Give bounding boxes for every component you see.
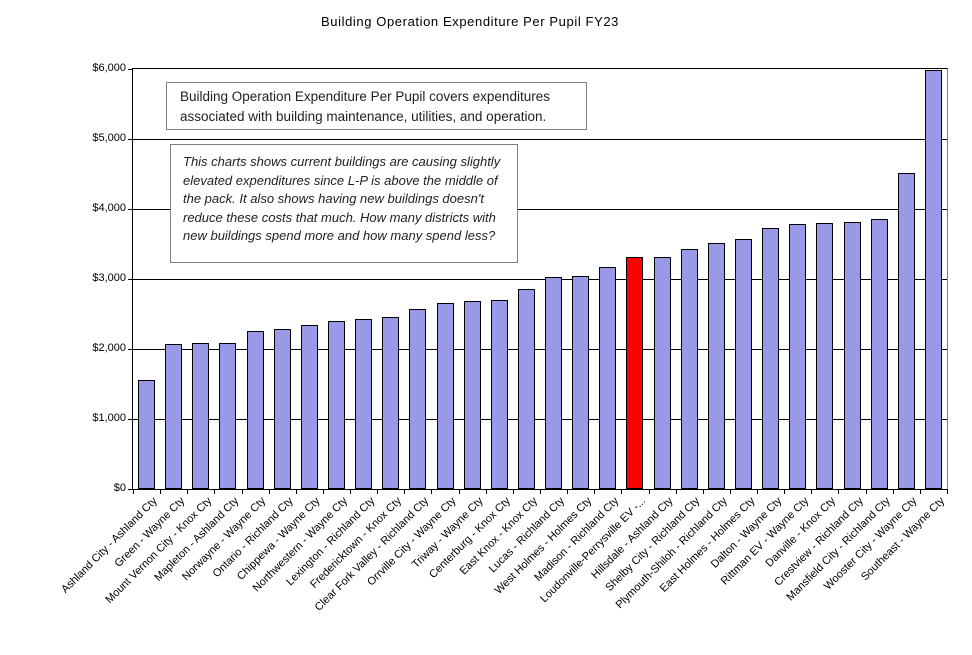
plot-area <box>128 68 948 494</box>
bar <box>572 276 590 489</box>
bar <box>816 223 834 489</box>
bar-highlighted <box>626 257 644 489</box>
x-axis-tick <box>675 489 677 494</box>
bar <box>138 380 156 489</box>
x-axis-tick <box>648 489 650 494</box>
bar <box>680 249 698 489</box>
x-axis-tick <box>485 489 487 494</box>
x-axis-tick <box>512 489 514 494</box>
chart-title: Building Operation Expenditure Per Pupil… <box>321 14 619 29</box>
bar <box>843 222 861 489</box>
bar <box>707 243 725 489</box>
x-axis-tick <box>702 489 704 494</box>
x-axis-tick <box>784 489 786 494</box>
x-axis-tick <box>594 489 596 494</box>
y-axis-tick <box>128 139 133 140</box>
y-axis-tick-label: $2,000 <box>92 342 126 354</box>
bar <box>517 289 535 489</box>
bar <box>409 309 427 489</box>
y-axis-tick <box>128 419 133 420</box>
y-axis-tick <box>128 349 133 350</box>
y-axis-tick-label: $3,000 <box>92 272 126 284</box>
y-axis-tick <box>128 69 133 70</box>
x-axis-tick <box>567 489 569 494</box>
x-axis-tick <box>892 489 894 494</box>
x-axis-tick <box>160 489 162 494</box>
x-axis-tick <box>268 489 270 494</box>
bar <box>870 219 888 489</box>
y-axis-tick <box>128 489 133 490</box>
bar <box>490 300 508 489</box>
x-axis-tick <box>947 489 948 494</box>
x-axis-tick <box>811 489 813 494</box>
bar <box>192 343 210 489</box>
x-axis-tick <box>621 489 623 494</box>
bar <box>165 344 183 489</box>
gridline <box>133 139 947 140</box>
x-axis-tick <box>295 489 297 494</box>
x-axis-tick <box>919 489 921 494</box>
annotation-definition-box: Building Operation Expenditure Per Pupil… <box>166 82 587 130</box>
bar <box>273 329 291 489</box>
x-axis-tick <box>214 489 216 494</box>
y-axis-tick <box>128 209 133 210</box>
bar <box>463 301 481 489</box>
bar <box>789 224 807 489</box>
x-axis-tick <box>458 489 460 494</box>
x-axis-tick <box>322 489 324 494</box>
gridline <box>133 349 947 350</box>
x-axis-tick <box>404 489 406 494</box>
x-axis-tick <box>757 489 759 494</box>
bar <box>300 325 318 489</box>
gridline <box>133 279 947 280</box>
x-axis-tick <box>377 489 379 494</box>
x-axis-tick <box>350 489 352 494</box>
x-axis-tick <box>540 489 541 494</box>
bar <box>735 239 752 489</box>
bar <box>219 343 237 489</box>
bar <box>246 331 264 489</box>
bar <box>762 228 780 489</box>
bar <box>653 257 671 489</box>
y-axis-tick-label: $4,000 <box>92 202 126 214</box>
bar <box>328 321 345 489</box>
bar <box>355 319 373 489</box>
bar <box>382 317 400 489</box>
x-axis-category-label: Mount Vernon City - Knox Cty <box>103 495 215 606</box>
y-axis-tick-label: $0 <box>113 482 126 494</box>
bar <box>436 303 454 489</box>
x-axis-tick <box>865 489 867 494</box>
gridline <box>133 209 947 210</box>
x-axis-tick <box>431 489 433 494</box>
x-axis-tick <box>133 489 134 494</box>
bar <box>897 173 915 489</box>
x-axis-tick <box>241 489 243 494</box>
x-axis-tick <box>838 489 840 494</box>
y-axis-tick <box>128 279 133 280</box>
y-axis-tick-label: $1,000 <box>92 412 126 424</box>
bar <box>545 277 563 489</box>
bar <box>599 267 617 489</box>
annotation-commentary-box: This charts shows current buildings are … <box>170 144 518 263</box>
y-axis-tick-label: $6,000 <box>92 62 126 74</box>
x-axis-tick <box>187 489 189 494</box>
bar <box>924 70 942 489</box>
y-axis-tick-label: $5,000 <box>92 132 126 144</box>
x-axis-tick <box>729 489 731 494</box>
gridline <box>133 419 947 420</box>
